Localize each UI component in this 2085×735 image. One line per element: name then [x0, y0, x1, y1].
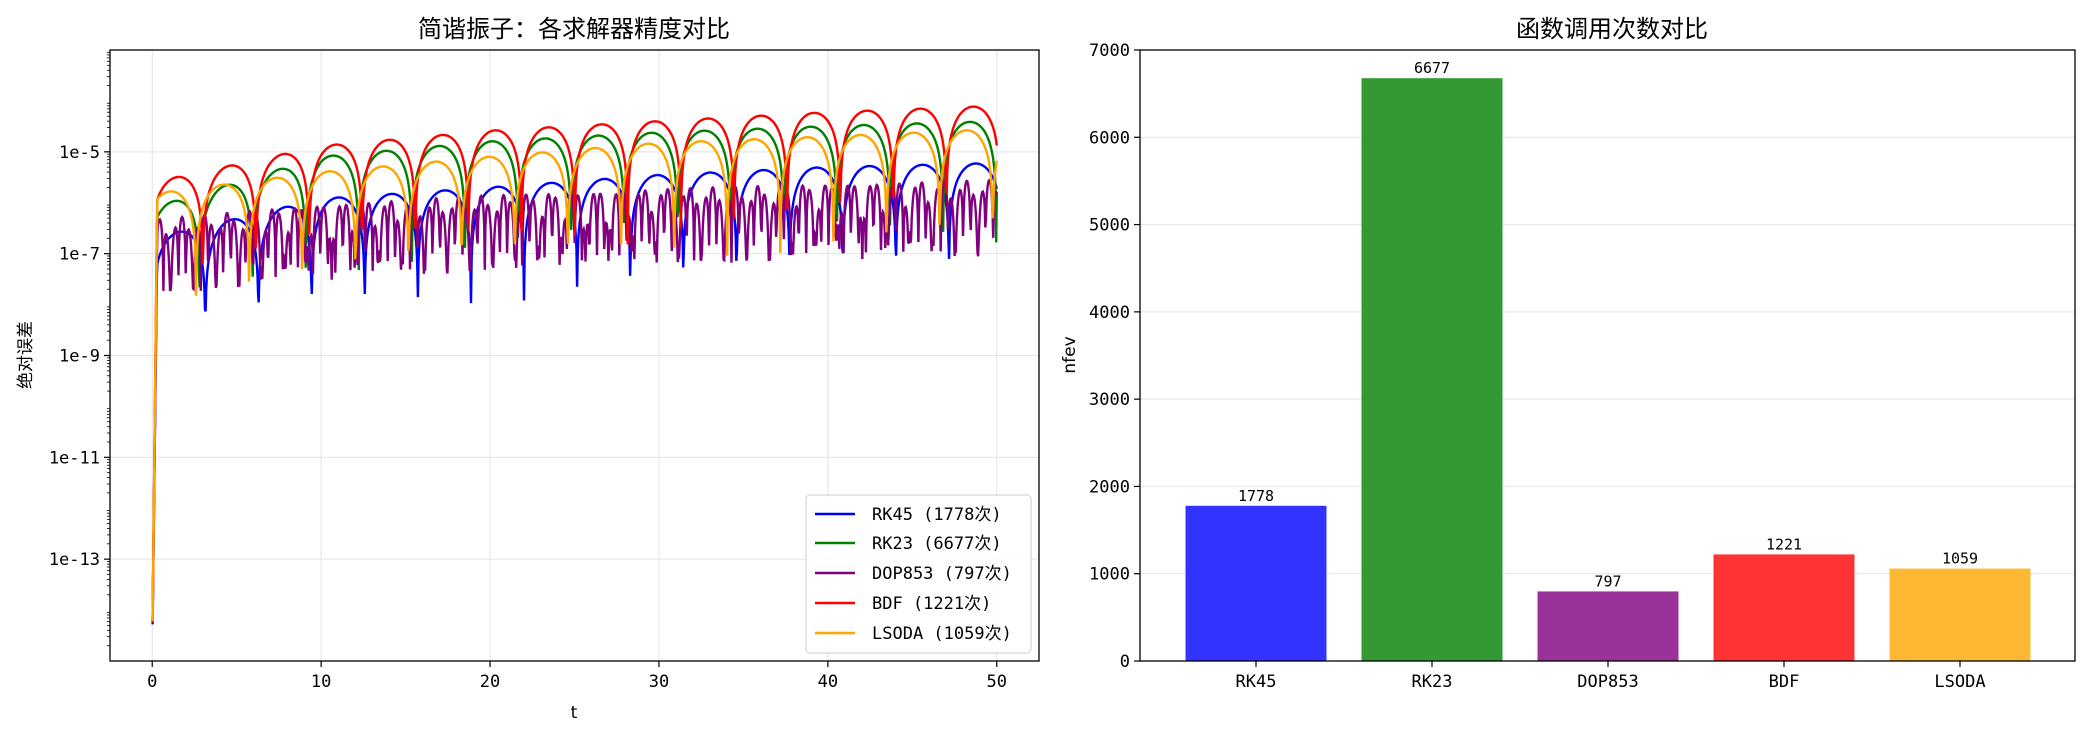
- nfev-y-tick-label: 2000: [1089, 477, 1130, 497]
- y-tick-label: 1e-5: [59, 143, 100, 163]
- legend-label: RK23 (6677次): [872, 534, 1002, 554]
- legend-label: RK45 (1778次): [872, 505, 1002, 525]
- y-tick-label: 1e-9: [59, 347, 100, 367]
- x-axis-label: t: [571, 703, 578, 723]
- y-tick-label: 1e-7: [59, 245, 100, 265]
- nfev-y-tick-label: 3000: [1089, 390, 1130, 410]
- x-tick-label: 30: [649, 672, 669, 692]
- x-tick-label: 10: [311, 672, 331, 692]
- bar-rk23: [1361, 78, 1503, 661]
- error-line-lsoda: [151, 129, 998, 622]
- legend-label: DOP853 (797次): [872, 564, 1012, 584]
- bar-lsoda: [1889, 568, 2031, 661]
- bar-bdf: [1713, 554, 1855, 661]
- nfev-y-axis-label: nfev: [1060, 336, 1080, 373]
- accuracy-ticks: 0 10 20 30 40 50 1e-13 1e-11 1e-9 1e-7 1e-5: [49, 51, 1007, 692]
- y-axis-label: 绝对误差: [16, 321, 36, 389]
- nfev-y-tick-label: 7000: [1089, 41, 1130, 61]
- x-tick-label: 0: [147, 672, 157, 692]
- legend: RK45 (1778次) RK23 (6677次) DOP853 (797次) …: [805, 494, 1032, 654]
- legend-item-rk23: RK23 (6677次): [815, 534, 1002, 554]
- nfev-ticks: 0 1000 2000 3000 4000 5000 6000 7000 RK45 RK23 DOP…: [1089, 41, 1986, 692]
- x-tick-label: 40: [818, 672, 838, 692]
- category-label: LSODA: [1934, 672, 1985, 692]
- bar-rk45: [1185, 505, 1327, 661]
- accuracy-chart: 简谐振子：各求解器精度对比 0 10 20 30 40 50 1e-13 1e-11 1e-9 1…: [16, 15, 1040, 723]
- bar-value-label: 1059: [1942, 550, 1978, 568]
- bar-value-label: 6677: [1414, 59, 1450, 77]
- bar-dop853: [1537, 591, 1679, 661]
- nfev-y-tick-label: 0: [1120, 652, 1130, 672]
- bar-value-label: 1778: [1238, 487, 1274, 505]
- y-tick-label: 1e-11: [49, 448, 100, 468]
- accuracy-chart-title: 简谐振子：各求解器精度对比: [418, 15, 730, 43]
- error-line-bdf: [151, 105, 998, 621]
- error-series-group: [151, 105, 998, 625]
- legend-label: BDF (1221次): [872, 594, 991, 614]
- nfev-y-tick-label: 5000: [1089, 216, 1130, 236]
- nfev-y-tick-label: 4000: [1089, 303, 1130, 323]
- y-tick-label: 1e-13: [49, 550, 100, 570]
- bar-value-label: 797: [1594, 572, 1621, 590]
- legend-item-bdf: BDF (1221次): [815, 594, 991, 614]
- legend-box: [805, 494, 1032, 654]
- nfev-bars: 1778 6677 797 1221 1059: [1185, 59, 2031, 661]
- legend-item-lsoda: LSODA (1059次): [815, 624, 1012, 644]
- bar-value-label: 1221: [1766, 535, 1802, 553]
- nfev-chart-title: 函数调用次数对比: [1516, 15, 1708, 43]
- x-tick-label: 20: [480, 672, 500, 692]
- error-line-dop853: [151, 179, 998, 624]
- legend-item-dop853: DOP853 (797次): [815, 564, 1012, 584]
- legend-item-rk45: RK45 (1778次): [815, 505, 1002, 525]
- category-label: RK23: [1412, 672, 1453, 692]
- category-label: BDF: [1769, 672, 1800, 692]
- category-label: DOP853: [1577, 672, 1638, 692]
- nfev-chart: 函数调用次数对比 1778 6677 797 1221 1059 0 1000 2000 30…: [1060, 15, 2076, 692]
- x-tick-label: 50: [987, 672, 1007, 692]
- legend-label: LSODA (1059次): [872, 624, 1012, 644]
- category-label: RK45: [1236, 672, 1277, 692]
- nfev-y-tick-label: 6000: [1089, 128, 1130, 148]
- nfev-y-tick-label: 1000: [1089, 565, 1130, 585]
